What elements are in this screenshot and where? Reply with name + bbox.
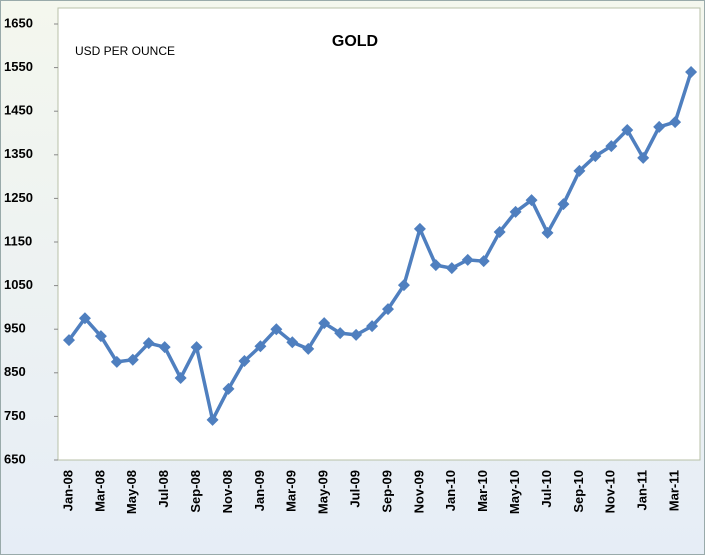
marker [270, 323, 283, 336]
x-tick-label: Jul-10 [539, 470, 554, 508]
x-tick-label: Sep-09 [379, 470, 394, 513]
marker [589, 150, 602, 163]
x-tick-label: Jul-09 [348, 470, 363, 508]
x-tick-label: Jul-08 [156, 470, 171, 508]
marker [621, 123, 634, 136]
x-tick-label: Jan-09 [252, 470, 267, 511]
marker [63, 334, 75, 347]
y-tick-label: 950 [4, 321, 26, 336]
y-tick-label: 650 [4, 451, 26, 466]
marker [302, 342, 315, 355]
chart-title: GOLD [332, 33, 378, 50]
marker [605, 140, 618, 153]
marker [525, 194, 538, 207]
marker [238, 355, 251, 368]
x-tick-label: Nov-09 [411, 470, 426, 513]
plot-area [57, 7, 701, 461]
x-tick-label: May-09 [316, 470, 331, 514]
x-tick-label: May-10 [507, 470, 522, 514]
marker [254, 340, 267, 353]
marker [78, 312, 91, 325]
marker [397, 279, 410, 292]
marker [94, 330, 107, 343]
marker [334, 327, 347, 340]
x-tick-label: Jan-11 [635, 470, 650, 510]
marker [557, 198, 570, 211]
y-tick-label: 1250 [4, 190, 33, 205]
marker [142, 337, 155, 350]
marker [206, 413, 219, 426]
marker [653, 120, 666, 133]
y-tick-label: 1350 [4, 146, 33, 161]
x-tick-label: Jan-10 [443, 470, 458, 511]
marker [413, 222, 426, 235]
marker [158, 341, 171, 354]
marker [318, 317, 331, 330]
y-tick-label: 1050 [4, 277, 33, 292]
marker [493, 225, 506, 238]
x-tick-label: Jan-08 [60, 470, 75, 511]
annotation: USD PER OUNCE [75, 44, 175, 58]
x-tick-label: Nov-08 [220, 470, 235, 513]
y-tick-label: 1450 [4, 103, 33, 118]
x-tick-label: Mar-08 [92, 470, 107, 512]
x-tick-label: Sep-08 [188, 470, 203, 513]
marker [541, 226, 554, 239]
y-tick-label: 1150 [4, 233, 32, 248]
marker [110, 355, 123, 368]
marker [350, 328, 363, 341]
x-tick-label: Mar-09 [284, 470, 299, 512]
line [67, 71, 693, 422]
marker [429, 259, 442, 272]
marker [174, 372, 187, 385]
marker [685, 65, 698, 78]
marker [445, 262, 458, 275]
marker [509, 205, 522, 218]
marker [461, 253, 474, 266]
y-tick-label: 850 [4, 364, 26, 379]
marker [477, 255, 490, 268]
marker [669, 116, 682, 129]
marker [366, 320, 379, 333]
marker [286, 336, 299, 349]
marker [573, 164, 586, 177]
x-tick-label: May-08 [124, 470, 139, 514]
marker [126, 353, 139, 366]
marker [190, 341, 203, 354]
marker [637, 151, 650, 164]
x-tick-label: Nov-10 [603, 470, 618, 513]
x-tick-label: Sep-10 [571, 470, 586, 513]
marker [382, 303, 394, 316]
y-tick-label: 1650 [4, 15, 33, 30]
x-tick-label: Mar-10 [475, 470, 490, 512]
y-tick-label: 750 [4, 408, 26, 423]
x-tick-label: Mar-11 [667, 470, 682, 511]
marker [222, 382, 235, 395]
y-tick-label: 1550 [4, 59, 33, 74]
